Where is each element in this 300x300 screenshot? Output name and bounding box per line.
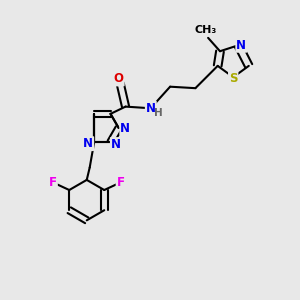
Text: N: N xyxy=(236,39,246,52)
Text: CH₃: CH₃ xyxy=(194,26,216,35)
Text: N: N xyxy=(111,138,121,151)
Text: N: N xyxy=(120,122,130,134)
Text: F: F xyxy=(49,176,57,189)
Text: O: O xyxy=(114,73,124,85)
Text: S: S xyxy=(229,72,238,85)
Text: N: N xyxy=(146,102,156,115)
Text: H: H xyxy=(154,107,163,118)
Text: F: F xyxy=(117,176,124,189)
Text: N: N xyxy=(83,137,93,150)
